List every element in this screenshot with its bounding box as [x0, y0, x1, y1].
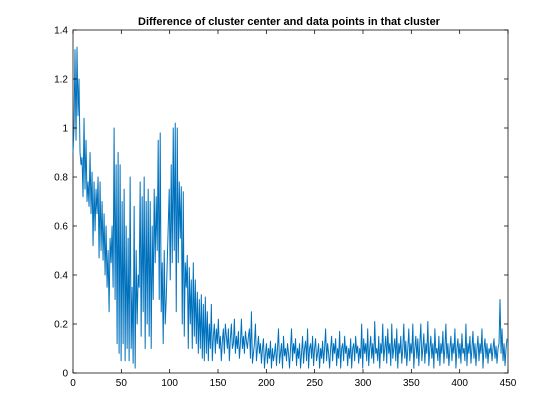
x-tick-label: 450: [500, 378, 517, 389]
x-tick-label: 250: [306, 378, 323, 389]
y-tick-label: 1.2: [54, 75, 68, 86]
y-tick-label: 1.4: [54, 26, 68, 37]
x-tick-label: 50: [116, 378, 128, 389]
y-tick-label: 1: [62, 124, 68, 135]
series-line: [72, 46, 508, 369]
y-tick-label: 0.2: [54, 320, 68, 331]
y-tick-label: 0.4: [54, 271, 68, 282]
x-tick-label: 300: [355, 378, 372, 389]
y-tick-label: 0: [62, 369, 68, 380]
x-tick-label: 150: [210, 378, 227, 389]
x-tick-label: 350: [403, 378, 420, 389]
x-tick-label: 200: [258, 378, 275, 389]
x-tick-label: 400: [451, 378, 468, 389]
chart-title: Difference of cluster center and data po…: [138, 16, 441, 28]
plot-area: 0 50 100 150 200 250 300 350 400 450 0 0.2 0.4 0.6 0.8…: [54, 26, 517, 390]
axes-box: [72, 29, 509, 374]
y-tick-label: 0.6: [54, 222, 68, 233]
y-tick-label: 0.8: [54, 173, 68, 184]
x-tick-label: 0: [70, 378, 76, 389]
x-tick-label: 100: [161, 378, 178, 389]
